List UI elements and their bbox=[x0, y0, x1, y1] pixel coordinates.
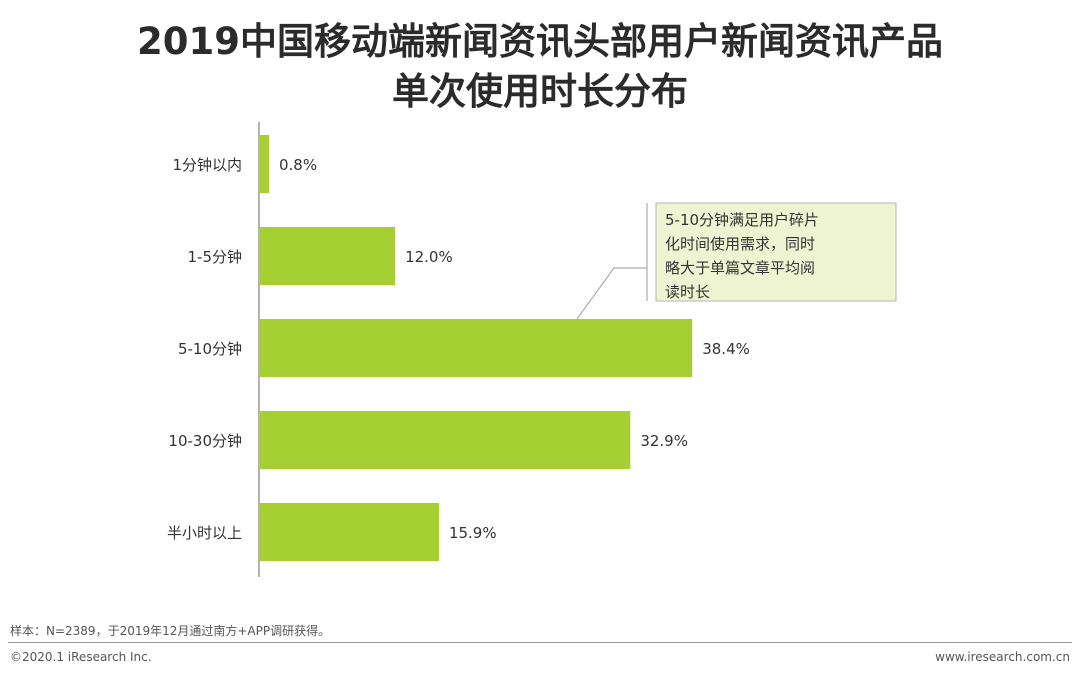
footer-divider bbox=[8, 642, 1072, 643]
bar-2 bbox=[260, 227, 396, 285]
value-label-5: 15.9% bbox=[449, 524, 497, 542]
value-label-3: 38.4% bbox=[702, 340, 750, 358]
bar-4 bbox=[260, 411, 631, 469]
value-label-4: 32.9% bbox=[640, 432, 688, 450]
bar-3 bbox=[260, 319, 693, 377]
category-label-3: 5-10分钟 bbox=[178, 340, 242, 358]
copyright-text: ©2020.1 iResearch Inc. bbox=[10, 650, 152, 664]
value-label-2: 12.0% bbox=[405, 248, 453, 266]
sample-note: 样本：N=2389，于2019年12月通过南方+APP调研获得。 bbox=[10, 624, 331, 638]
annotation-leader-line bbox=[576, 267, 647, 320]
chart-title-line-2: 单次使用时长分布 bbox=[392, 70, 688, 113]
category-label-5: 半小时以上 bbox=[167, 524, 242, 542]
bar-5 bbox=[260, 503, 439, 561]
category-label-4: 10-30分钟 bbox=[168, 432, 242, 450]
category-label-1: 1分钟以内 bbox=[172, 156, 242, 174]
chart-title-line-1: 2019中国移动端新闻资讯头部用户新闻资讯产品 bbox=[137, 20, 943, 63]
annotation-text-line-1: 5-10分钟满足用户碎片 bbox=[665, 211, 819, 229]
annotation-text-line-4: 读时长 bbox=[665, 283, 710, 301]
website-link[interactable]: www.iresearch.com.cn bbox=[935, 650, 1070, 664]
category-label-2: 1-5分钟 bbox=[188, 248, 243, 266]
annotation-text-line-3: 略大于单篇文章平均阅 bbox=[665, 259, 815, 277]
annotation-text-line-2: 化时间使用需求，同时 bbox=[665, 235, 815, 253]
annotation-box bbox=[655, 202, 897, 302]
value-label-1: 0.8% bbox=[279, 156, 317, 174]
bar-1 bbox=[260, 135, 270, 193]
